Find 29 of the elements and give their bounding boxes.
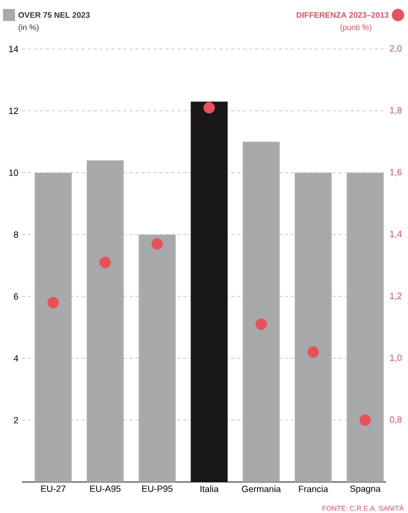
y2-tick-label: 2,0 <box>390 45 402 53</box>
y-tick-label: 10 <box>9 170 18 176</box>
y-tick-label: 4 <box>14 355 18 362</box>
y-tick-label: 8 <box>14 231 18 238</box>
y2-tick-label: 0,8 <box>390 416 402 424</box>
y-tick-label: 6 <box>14 293 18 300</box>
point <box>48 296 59 308</box>
y2-tick-label: 1,6 <box>390 169 402 176</box>
x-tick-label: EU-27 <box>41 486 66 492</box>
bar <box>190 102 228 482</box>
x-tick-label: Spagna <box>350 486 381 494</box>
point <box>308 346 319 358</box>
y-tick-label: 12 <box>9 108 18 114</box>
point <box>204 102 215 114</box>
y2-tick-label: 1,0 <box>390 354 402 362</box>
x-tick-label: Germania <box>242 486 281 492</box>
point <box>100 256 111 268</box>
x-tick-label: EU-P95 <box>142 486 173 492</box>
x-tick-label: Francia <box>298 486 328 492</box>
y2-tick-label: 1,4 <box>390 230 402 238</box>
point <box>152 238 163 250</box>
point <box>360 414 371 426</box>
x-tick-label: Italia <box>200 486 219 492</box>
y2-tick-label: 1,8 <box>390 107 402 115</box>
y-tick-label: 14 <box>9 46 18 52</box>
y2-tick-label: 1,2 <box>390 292 402 300</box>
point <box>256 318 267 330</box>
y-tick-label: 2 <box>14 417 18 424</box>
x-tick-label: EU-A95 <box>90 486 121 492</box>
